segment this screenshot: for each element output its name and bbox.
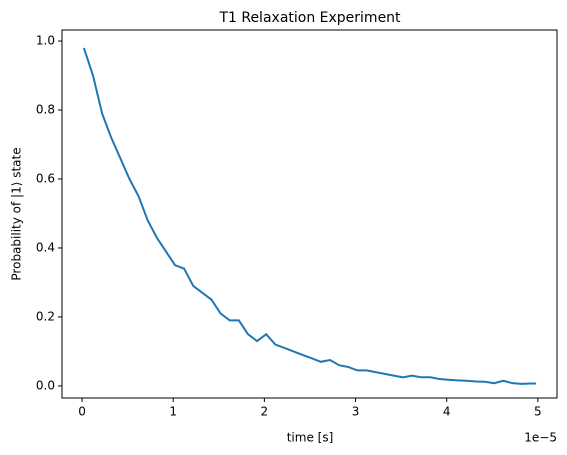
- y-axis-label: Probability of |1⟩ state: [10, 147, 24, 280]
- y-tick-label: 0.2: [36, 309, 55, 323]
- y-tick-label: 0.6: [36, 171, 55, 185]
- x-tick-label: 4: [443, 405, 451, 419]
- plot-frame: [61, 29, 558, 399]
- x-tick-label: 3: [352, 405, 360, 419]
- y-tick-label: 0.4: [36, 240, 55, 254]
- y-tick-label: 1.0: [36, 34, 55, 48]
- x-tick-label: 1: [169, 405, 177, 419]
- y-tick-label: 0.0: [36, 378, 55, 392]
- x-tick-label: 0: [78, 405, 86, 419]
- data-line: [82, 47, 537, 385]
- x-axis-label: time [s]: [287, 431, 334, 445]
- x-offset-text: 1e−5: [524, 431, 557, 445]
- chart-title: T1 Relaxation Experiment: [218, 10, 401, 26]
- y-tick-label: 0.8: [36, 103, 55, 117]
- x-tick-label: 5: [534, 405, 542, 419]
- x-tick-label: 2: [261, 405, 269, 419]
